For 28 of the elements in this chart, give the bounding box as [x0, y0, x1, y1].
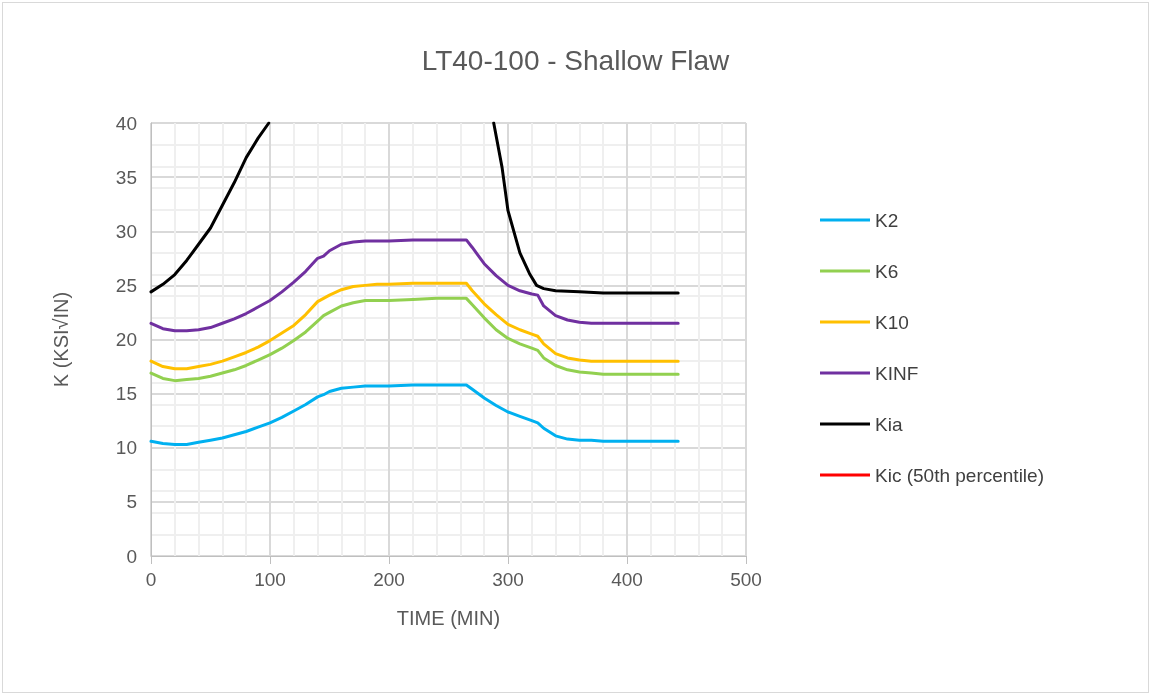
- line-series: [149, 281, 680, 371]
- y-tick-label: 10: [115, 437, 137, 459]
- y-tick-label: 40: [115, 112, 137, 134]
- x-tick-label: 200: [373, 569, 405, 590]
- y-tick-label: 20: [115, 329, 137, 350]
- legend-label: Kic (50th percentile): [875, 464, 1044, 486]
- y-axis-title: K (KSI√IN): [50, 291, 72, 388]
- line-series: [149, 383, 680, 446]
- x-axis-title: TIME (MIN): [396, 607, 501, 629]
- x-tick-label: 0: [145, 569, 157, 590]
- x-tick-label: 300: [492, 569, 524, 590]
- y-tick-label: 15: [115, 383, 137, 405]
- chart-title: LT40-100 - Shallow Flaw: [421, 44, 731, 76]
- y-tick-label: 0: [126, 545, 137, 567]
- x-tick-label: 500: [730, 569, 762, 590]
- legend-label: K6: [875, 260, 899, 282]
- legend-label: Kia: [875, 413, 903, 435]
- line-series: [149, 238, 680, 333]
- x-tick-label: 100: [254, 569, 286, 590]
- y-tick-label: 25: [115, 274, 137, 296]
- y-tick-label: 35: [115, 166, 137, 188]
- y-tick-label: 5: [126, 491, 137, 513]
- legend-label: K10: [875, 311, 909, 333]
- y-tick-label: 30: [115, 220, 137, 242]
- line-series: [149, 296, 680, 383]
- legend-label: KINF: [875, 362, 919, 384]
- x-tick-label: 400: [611, 569, 643, 590]
- legend-label: K2: [875, 209, 899, 231]
